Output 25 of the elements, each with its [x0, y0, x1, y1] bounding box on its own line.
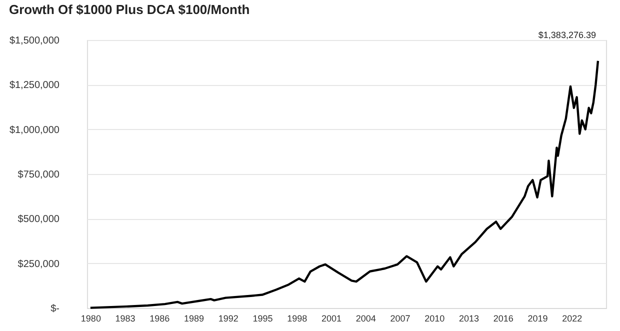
x-tick-label: 2019: [528, 314, 548, 324]
y-tick-label: $250,000: [18, 258, 60, 270]
y-tick-label: $1,000,000: [9, 124, 60, 136]
x-tick-label: 1998: [287, 314, 308, 324]
x-tick-label: 2004: [356, 314, 376, 324]
annotation: $1,383,276.39: [538, 30, 596, 40]
x-tick-label: 2001: [322, 314, 342, 324]
y-tick-label: $750,000: [18, 170, 60, 180]
y-tick-label: $1,250,000: [9, 80, 60, 92]
x-tick-label: 2010: [424, 314, 445, 324]
x-tick-label: 2016: [493, 314, 514, 324]
x-tick-label: 1995: [252, 314, 273, 324]
x-tick-label: 1980: [80, 314, 101, 324]
y-tick-label: $1,500,000: [9, 36, 60, 46]
y-tick-label: $-: [50, 304, 60, 314]
x-tick-label: 2013: [459, 314, 480, 324]
x-tick-label: 1983: [115, 314, 136, 324]
x-tick-label: 2022: [562, 314, 582, 324]
x-tick-label: 1992: [218, 314, 238, 324]
x-tick-label: 2007: [390, 314, 410, 324]
line-series: [89, 60, 600, 309]
x-tick-label: 1989: [184, 314, 204, 324]
chart-title: Growth Of $1000 Plus DCA $100/Month: [8, 2, 250, 17]
y-tick-label: $500,000: [18, 214, 60, 226]
x-tick-label: 1986: [150, 314, 170, 324]
